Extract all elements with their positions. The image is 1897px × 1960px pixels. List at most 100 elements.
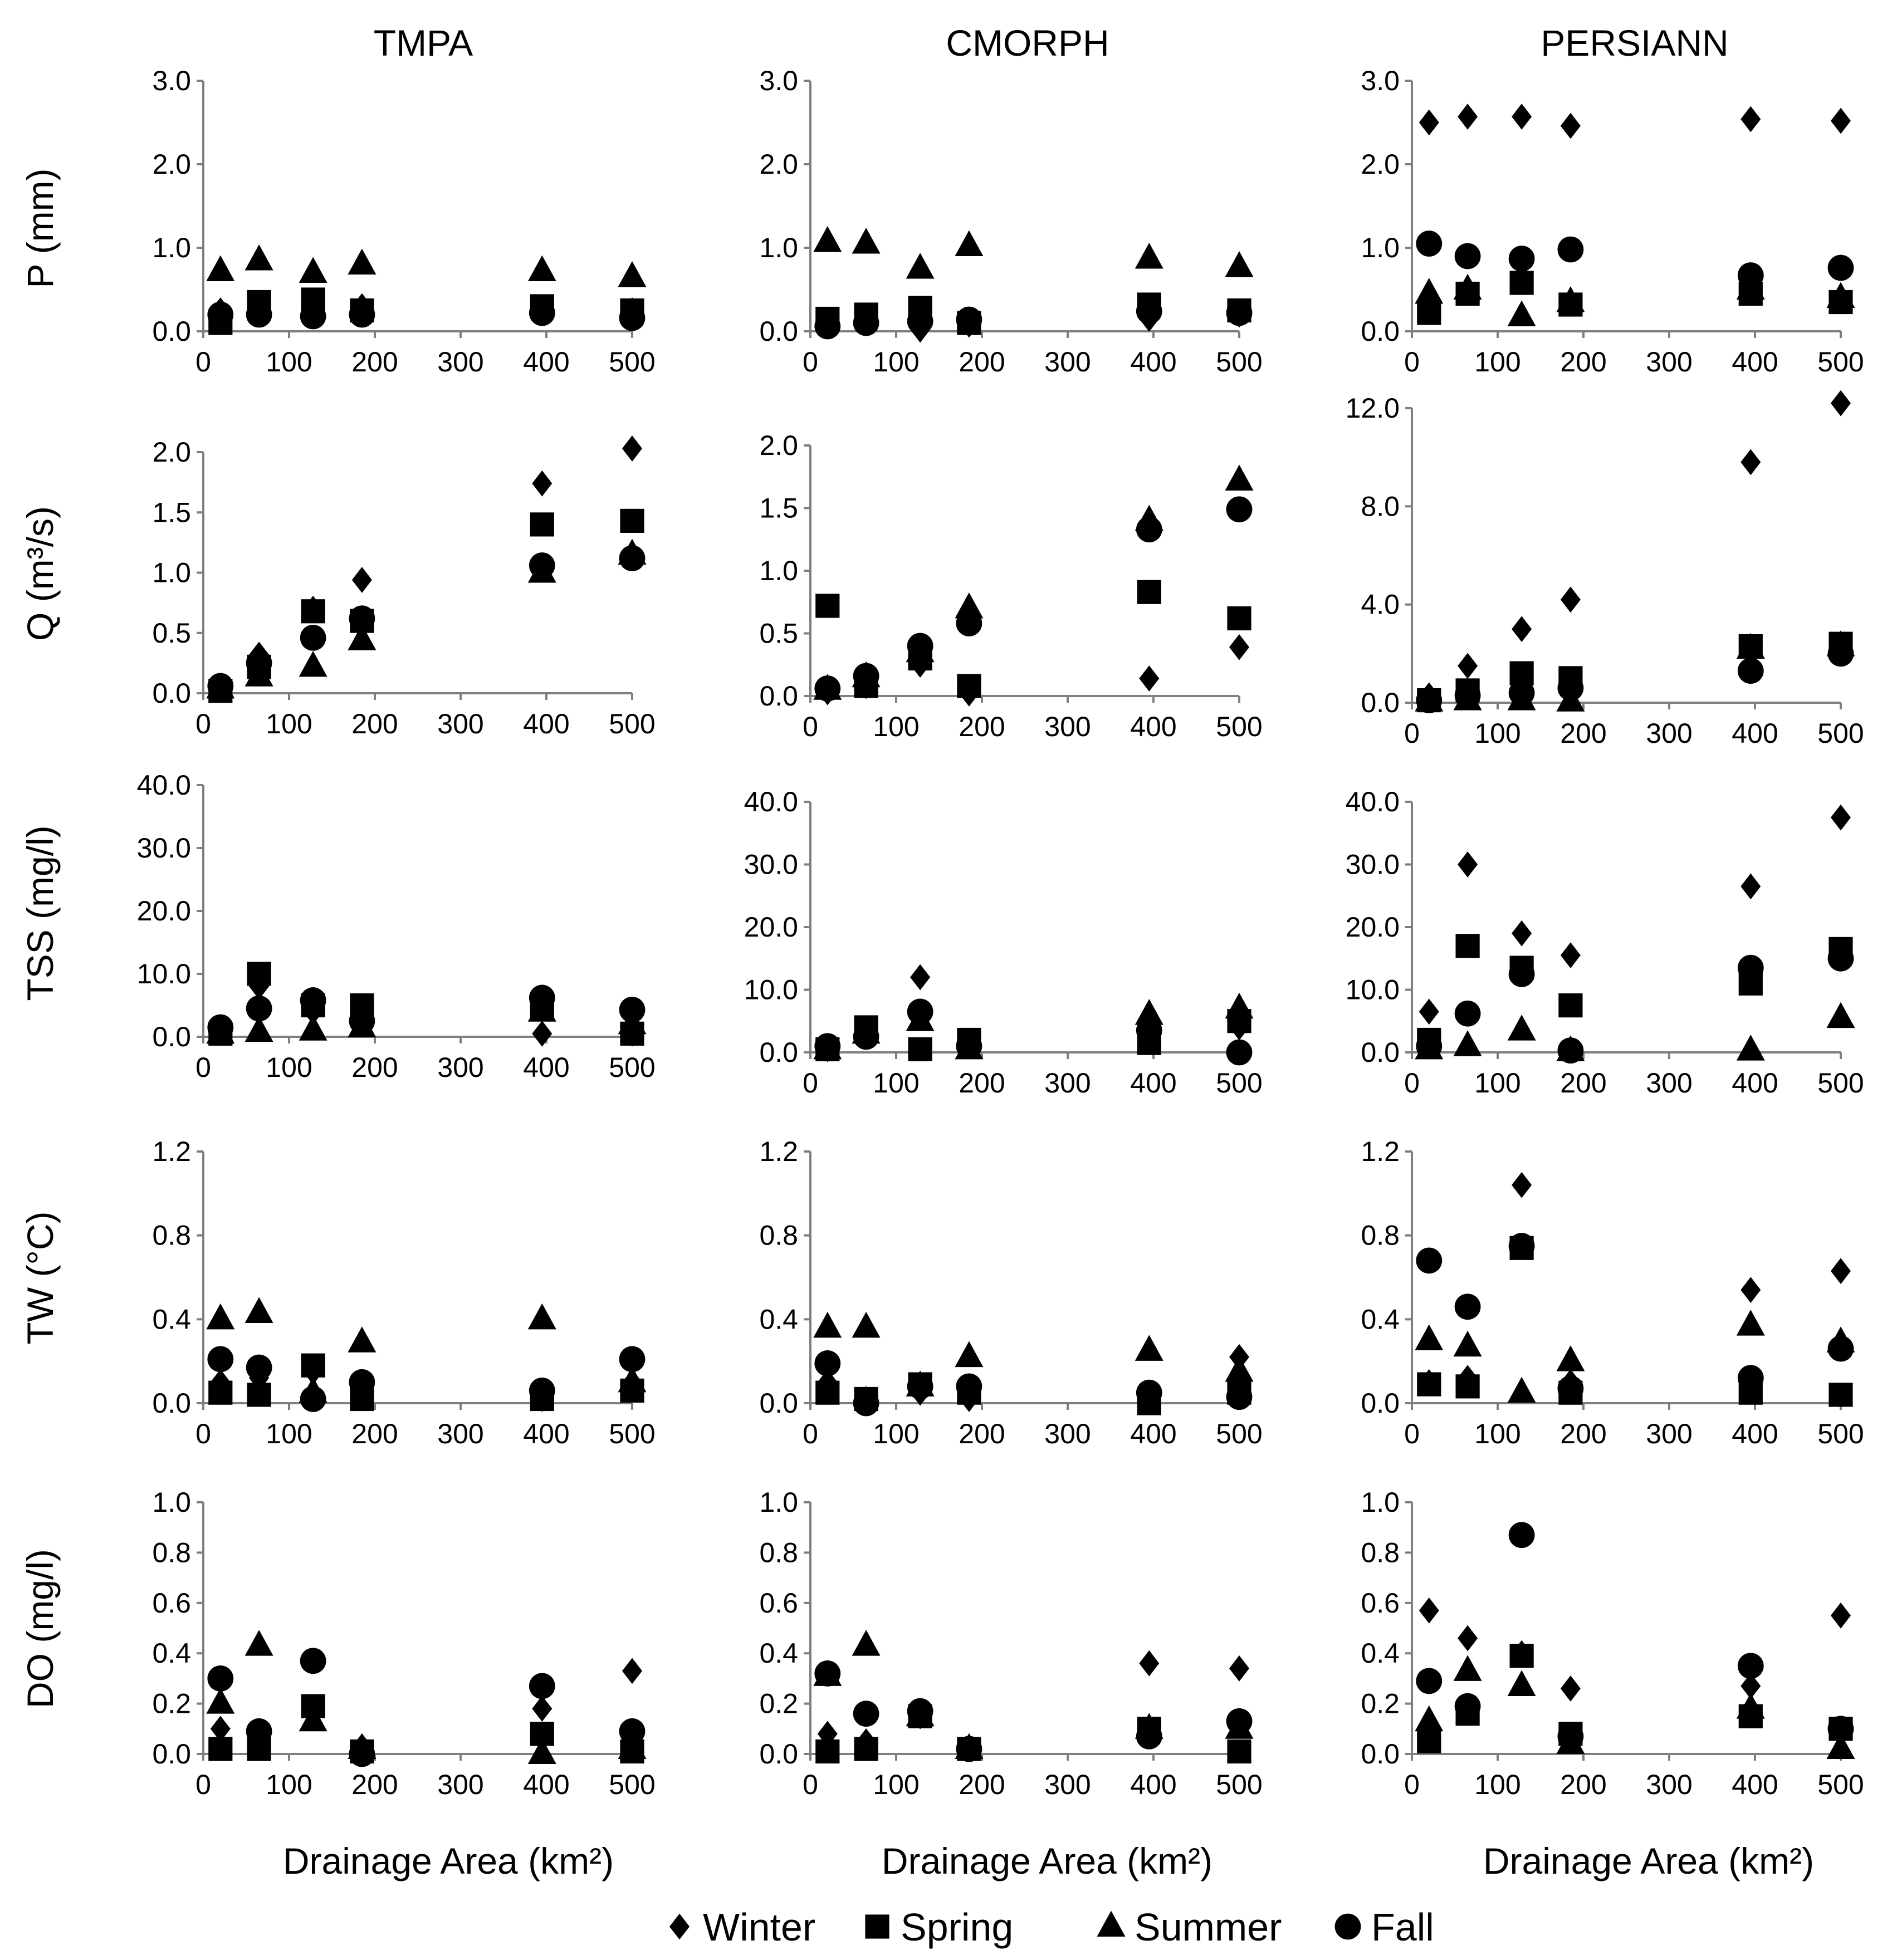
- point-fall: [1226, 1384, 1253, 1410]
- point-fall: [1827, 1716, 1854, 1742]
- series-summer: [1415, 1655, 1855, 1759]
- point-fall: [1827, 640, 1854, 667]
- point-fall: [907, 308, 933, 335]
- point-fall: [619, 1346, 646, 1373]
- point-summer: [348, 248, 377, 275]
- point-fall: [1454, 243, 1481, 270]
- point-spring: [908, 1037, 932, 1061]
- point-summer: [1736, 1310, 1765, 1336]
- y-tick-label: 30.0: [1346, 849, 1400, 880]
- x-tick-label: 200: [351, 1418, 398, 1449]
- point-winter: [1831, 107, 1851, 134]
- point-summer: [1507, 1670, 1536, 1696]
- x-tick-label: 200: [959, 346, 1005, 378]
- point-fall: [619, 305, 646, 331]
- point-fall: [207, 1665, 234, 1692]
- point-summer: [348, 1326, 377, 1353]
- y-tick-label: 20.0: [744, 912, 798, 943]
- point-fall: [956, 1736, 982, 1762]
- x-axis-label-persiann: Drainage Area (km²): [1483, 1840, 1814, 1881]
- series-spring: [815, 292, 1251, 335]
- x-tick-label: 0: [1404, 718, 1420, 749]
- point-fall: [1737, 658, 1764, 684]
- x-tick-label: 500: [609, 346, 655, 378]
- x-tick-label: 500: [1817, 1067, 1864, 1099]
- point-summer: [1507, 300, 1536, 326]
- point-summer: [1826, 1002, 1855, 1028]
- legend-label: Spring: [901, 1905, 1013, 1949]
- series-fall: [1416, 1522, 1854, 1750]
- x-tick-label: 0: [803, 1067, 818, 1099]
- y-tick-label: 10.0: [1346, 974, 1400, 1006]
- x-tick-label: 100: [266, 1769, 312, 1800]
- point-fall: [1557, 1375, 1584, 1402]
- point-fall: [814, 675, 841, 702]
- series-summer: [206, 1297, 647, 1403]
- y-axis-label: DO (mg/l): [19, 1549, 61, 1708]
- x-tick-label: 100: [266, 346, 312, 378]
- x-tick-label: 400: [1732, 1067, 1778, 1099]
- point-fall: [1508, 246, 1535, 272]
- x-tick-label: 0: [803, 1418, 818, 1449]
- y-tick-label: 30.0: [137, 832, 191, 864]
- point-fall: [529, 300, 555, 326]
- y-tick-label: 1.0: [759, 232, 798, 263]
- series-spring: [1417, 934, 1853, 1052]
- x-tick-label: 500: [1817, 1418, 1864, 1449]
- x-tick-label: 500: [1817, 346, 1864, 378]
- point-winter: [1831, 1603, 1851, 1629]
- y-tick-label: 1.0: [1361, 1487, 1400, 1518]
- series-spring: [815, 580, 1251, 698]
- point-summer: [299, 1015, 327, 1041]
- point-winter: [1740, 1673, 1761, 1699]
- x-tick-label: 300: [1044, 711, 1091, 742]
- point-summer: [955, 592, 984, 619]
- point-spring: [815, 594, 840, 618]
- point-fall: [246, 301, 272, 328]
- series-spring: [208, 962, 644, 1046]
- point-winter: [1560, 112, 1581, 139]
- x-tick-label: 300: [437, 1769, 483, 1800]
- point-summer: [1556, 286, 1585, 312]
- series-fall: [814, 1660, 1253, 1762]
- y-tick-label: 10.0: [744, 974, 798, 1006]
- x-tick-label: 200: [1560, 1769, 1606, 1800]
- point-winter: [1512, 616, 1532, 643]
- series-spring: [208, 287, 644, 335]
- legend-item-spring: Spring: [865, 1905, 1013, 1949]
- point-winter: [1458, 653, 1478, 679]
- y-tick-label: 1.2: [152, 1136, 191, 1167]
- series-fall: [814, 496, 1253, 702]
- column-titles: TMPA CMORPH PERSIANN: [374, 22, 1729, 63]
- series-fall: [207, 1648, 646, 1767]
- point-winter: [1229, 634, 1249, 660]
- point-fall: [1454, 1293, 1481, 1320]
- y-axis-label: TSS (mg/l): [19, 825, 61, 1001]
- x-tick-label: 400: [1130, 346, 1176, 378]
- x-tick-label: 200: [1560, 1418, 1606, 1449]
- x-tick-label: 300: [437, 346, 483, 378]
- series-spring: [1417, 1644, 1853, 1753]
- x-tick-label: 300: [1646, 1067, 1692, 1099]
- y-tick-label: 1.0: [152, 232, 191, 263]
- x-tick-label: 100: [266, 1418, 312, 1449]
- y-tick-label: 20.0: [1346, 912, 1400, 943]
- x-tick-label: 100: [873, 1769, 919, 1800]
- point-fall: [853, 663, 879, 689]
- point-winter: [1740, 106, 1761, 133]
- x-tick-label: 200: [351, 1769, 398, 1800]
- point-fall: [1136, 1379, 1162, 1406]
- point-fall: [853, 310, 879, 336]
- x-tick-label: 500: [609, 1052, 655, 1083]
- series-winter: [1419, 804, 1851, 1025]
- x-tick-label: 500: [1216, 1769, 1262, 1800]
- point-winter: [1512, 104, 1532, 130]
- series-winter: [1419, 1172, 1851, 1395]
- series-fall: [207, 984, 646, 1041]
- point-winter: [1458, 851, 1478, 878]
- point-fall: [300, 1648, 326, 1674]
- point-fall: [1416, 687, 1443, 713]
- y-tick-label: 1.0: [152, 557, 191, 589]
- x-tick-label: 200: [1560, 718, 1606, 749]
- x-tick-label: 500: [609, 1418, 655, 1449]
